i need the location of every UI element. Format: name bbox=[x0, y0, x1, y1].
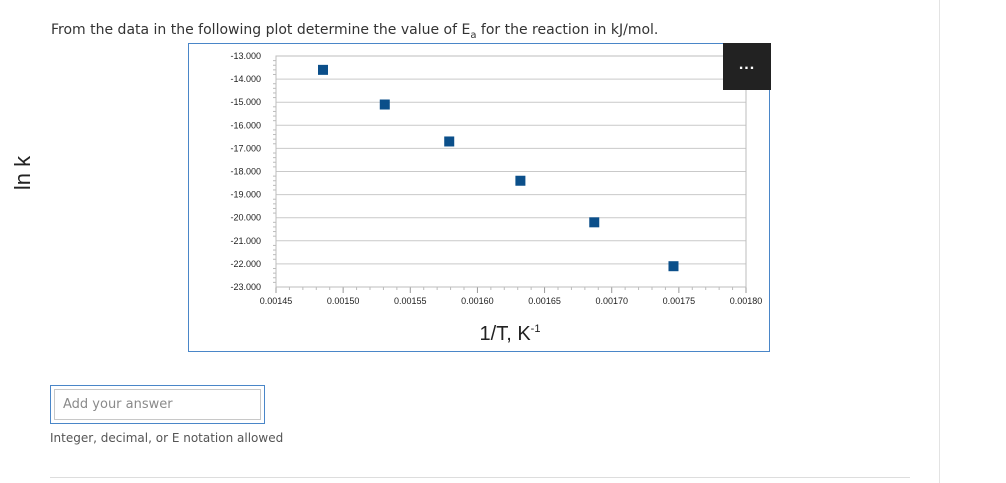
bottom-divider bbox=[50, 477, 910, 478]
question-text-end: for the reaction in kJ/mol. bbox=[476, 22, 659, 38]
axis-layer: -13.000 -14.000 -15.000 -16.000 -17.000 -18.0… bbox=[230, 51, 762, 306]
data-point bbox=[589, 217, 600, 228]
data-point bbox=[515, 175, 526, 186]
x-tick-label: 0.00165 bbox=[528, 296, 561, 306]
data-point bbox=[318, 64, 328, 75]
y-axis-label: ln k bbox=[10, 155, 36, 191]
right-divider bbox=[939, 0, 940, 483]
question-text-start: From the data in the following plot dete… bbox=[51, 22, 471, 38]
y-tick-label: -18.000 bbox=[230, 167, 261, 177]
plot-area bbox=[275, 55, 747, 288]
grid-layer bbox=[276, 55, 746, 288]
data-point bbox=[379, 99, 390, 110]
answer-input[interactable] bbox=[54, 389, 261, 420]
y-tick-label: -22.000 bbox=[230, 259, 261, 269]
x-axis-label: 1/T, K-1 bbox=[480, 323, 541, 345]
y-tick-label: -16.000 bbox=[230, 120, 261, 130]
y-tick-label: -20.000 bbox=[230, 213, 261, 223]
y-tick-label: -23.000 bbox=[230, 282, 261, 292]
data-point bbox=[668, 261, 679, 272]
question-subscript: a bbox=[470, 29, 477, 41]
y-tick-label: -17.000 bbox=[230, 143, 261, 153]
x-tick-label: 0.00150 bbox=[327, 296, 360, 306]
x-tick-label: 0.00145 bbox=[260, 296, 293, 306]
x-tick-label: 0.00175 bbox=[663, 296, 696, 306]
x-tick-label: 0.00180 bbox=[730, 296, 763, 306]
y-tick-label: -21.000 bbox=[230, 236, 261, 246]
y-tick-label: -13.000 bbox=[230, 51, 261, 61]
x-tick-label: 0.00155 bbox=[394, 296, 427, 306]
question-text: From the data in the following plot dete… bbox=[51, 22, 658, 41]
answer-box bbox=[50, 385, 265, 424]
y-tick-label: -19.000 bbox=[230, 190, 261, 200]
x-tick-label: 0.00160 bbox=[461, 296, 494, 306]
y-tick-label: -14.000 bbox=[230, 74, 261, 84]
data-point bbox=[444, 136, 455, 147]
chart-more-button[interactable]: ... bbox=[723, 43, 771, 90]
point-layer bbox=[318, 64, 679, 272]
answer-hint: Integer, decimal, or E notation allowed bbox=[50, 431, 284, 445]
y-tick-label: -15.000 bbox=[230, 97, 261, 107]
chart-frame bbox=[188, 43, 770, 352]
x-tick-label: 0.00170 bbox=[595, 296, 628, 306]
